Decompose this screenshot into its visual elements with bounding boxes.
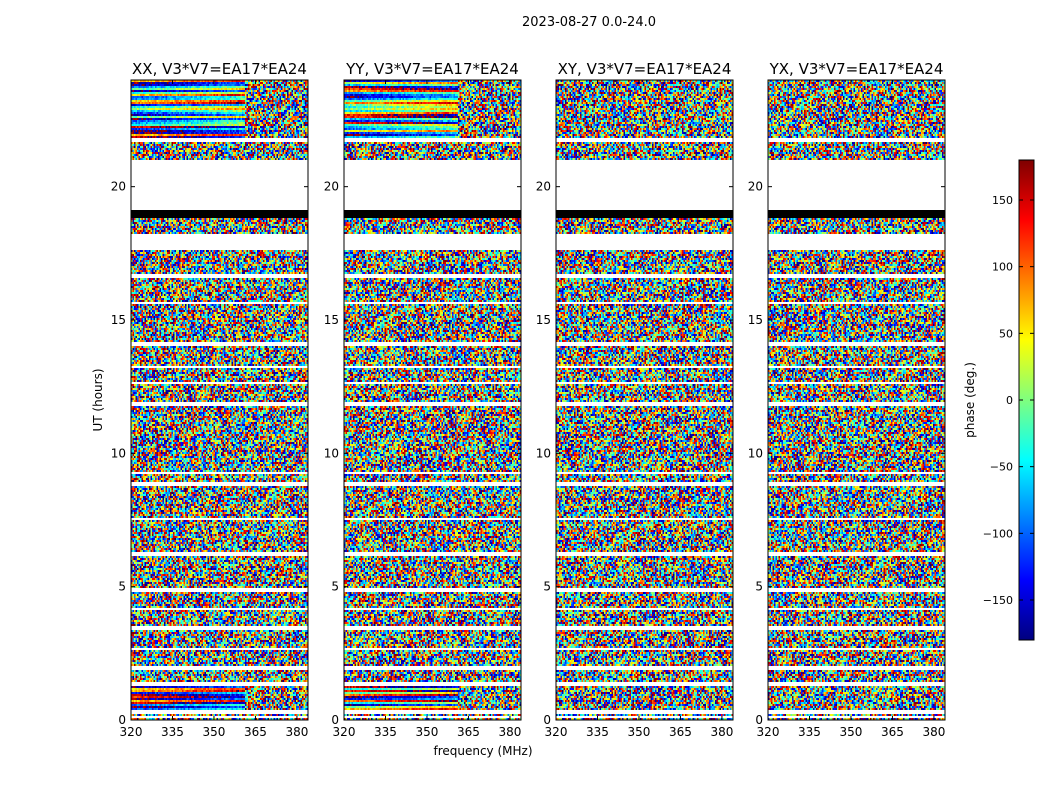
phase-heatmap [556, 80, 733, 720]
y-tick-label: 5 [543, 580, 551, 594]
colorbar-tick-label: 150 [992, 194, 1013, 207]
x-tick-label: 380 [498, 725, 521, 739]
x-tick-label: 320 [545, 725, 568, 739]
y-axis-label: UT (hours) [91, 368, 105, 431]
y-tick-label: 0 [755, 713, 763, 727]
y-tick-label: 10 [536, 446, 551, 460]
y-tick-label: 20 [111, 180, 126, 194]
x-tick-label: 320 [757, 725, 780, 739]
x-tick-label: 380 [710, 725, 733, 739]
y-tick-label: 20 [536, 180, 551, 194]
y-tick-label: 15 [111, 313, 126, 327]
y-tick-label: 0 [118, 713, 126, 727]
phase-heatmap [344, 80, 521, 720]
y-tick-label: 5 [331, 580, 339, 594]
x-tick-label: 320 [120, 725, 143, 739]
axes-frame [767, 79, 946, 721]
x-tick-label: 365 [881, 725, 904, 739]
x-axis-label: frequency (MHz) [433, 744, 532, 758]
y-tick-label: 10 [324, 446, 339, 460]
y-tick-label: 20 [324, 180, 339, 194]
colorbar-tick-label: 100 [992, 261, 1013, 274]
panel-title: YY, V3*V7=EA17*EA24 [345, 60, 519, 78]
panel-1: XX, V3*V7=EA17*EA24 320 335 350 365 380 0 5 10 15… [111, 60, 309, 739]
panel-3: XY, V3*V7=EA17*EA24 320 335 350 365 380 0 5 10 15… [536, 60, 734, 739]
suptitle: 2023-08-27 0.0-24.0 [522, 15, 656, 30]
y-tick-label: 0 [543, 713, 551, 727]
x-tick-label: 365 [669, 725, 692, 739]
y-tick-label: 20 [748, 180, 763, 194]
phase-heatmap [768, 80, 945, 720]
panel-title: XX, V3*V7=EA17*EA24 [132, 60, 307, 78]
colorbar-label: phase (deg.) [963, 362, 977, 438]
x-tick-label: 320 [333, 725, 356, 739]
panels: XX, V3*V7=EA17*EA24 320 335 350 365 380 0 5 10 15… [111, 60, 946, 739]
x-tick-label: 350 [203, 725, 226, 739]
y-tick-label: 5 [118, 580, 126, 594]
x-tick-label: 380 [922, 725, 945, 739]
axes-frame [130, 79, 309, 721]
y-tick-label: 10 [111, 446, 126, 460]
x-tick-label: 365 [244, 725, 267, 739]
y-tick-label: 10 [748, 446, 763, 460]
colorbar: 150 100 50 0 −50 −100 −150 [983, 159, 1035, 641]
x-tick-label: 335 [374, 725, 397, 739]
y-tick-label: 15 [748, 313, 763, 327]
x-tick-label: 335 [161, 725, 184, 739]
axes-frame [343, 79, 522, 721]
panel-title: YX, V3*V7=EA17*EA24 [769, 60, 944, 78]
phase-heatmap [131, 80, 308, 720]
panel-4: YX, V3*V7=EA17*EA24 320 335 350 365 380 0 5 10 15… [748, 60, 946, 739]
x-tick-label: 350 [840, 725, 863, 739]
colorbar-tick-label: −100 [983, 527, 1013, 540]
colorbar-tick-label: −50 [990, 461, 1013, 474]
colorbar-tick-label: −150 [983, 594, 1013, 607]
x-tick-label: 350 [416, 725, 439, 739]
y-tick-label: 15 [324, 313, 339, 327]
x-tick-label: 380 [285, 725, 308, 739]
x-tick-label: 365 [457, 725, 480, 739]
y-tick-label: 15 [536, 313, 551, 327]
axes-frame [555, 79, 734, 721]
panel-title: XY, V3*V7=EA17*EA24 [558, 60, 732, 78]
x-tick-label: 335 [586, 725, 609, 739]
x-tick-label: 350 [628, 725, 651, 739]
colorbar-tick-label: 0 [1006, 394, 1013, 407]
y-tick-label: 0 [331, 713, 339, 727]
x-tick-label: 335 [798, 725, 821, 739]
panel-2: YY, V3*V7=EA17*EA24 320 335 350 365 380 0 5 10 15… [324, 60, 522, 739]
colorbar-tick-label: 50 [999, 327, 1013, 340]
y-tick-label: 5 [755, 580, 763, 594]
